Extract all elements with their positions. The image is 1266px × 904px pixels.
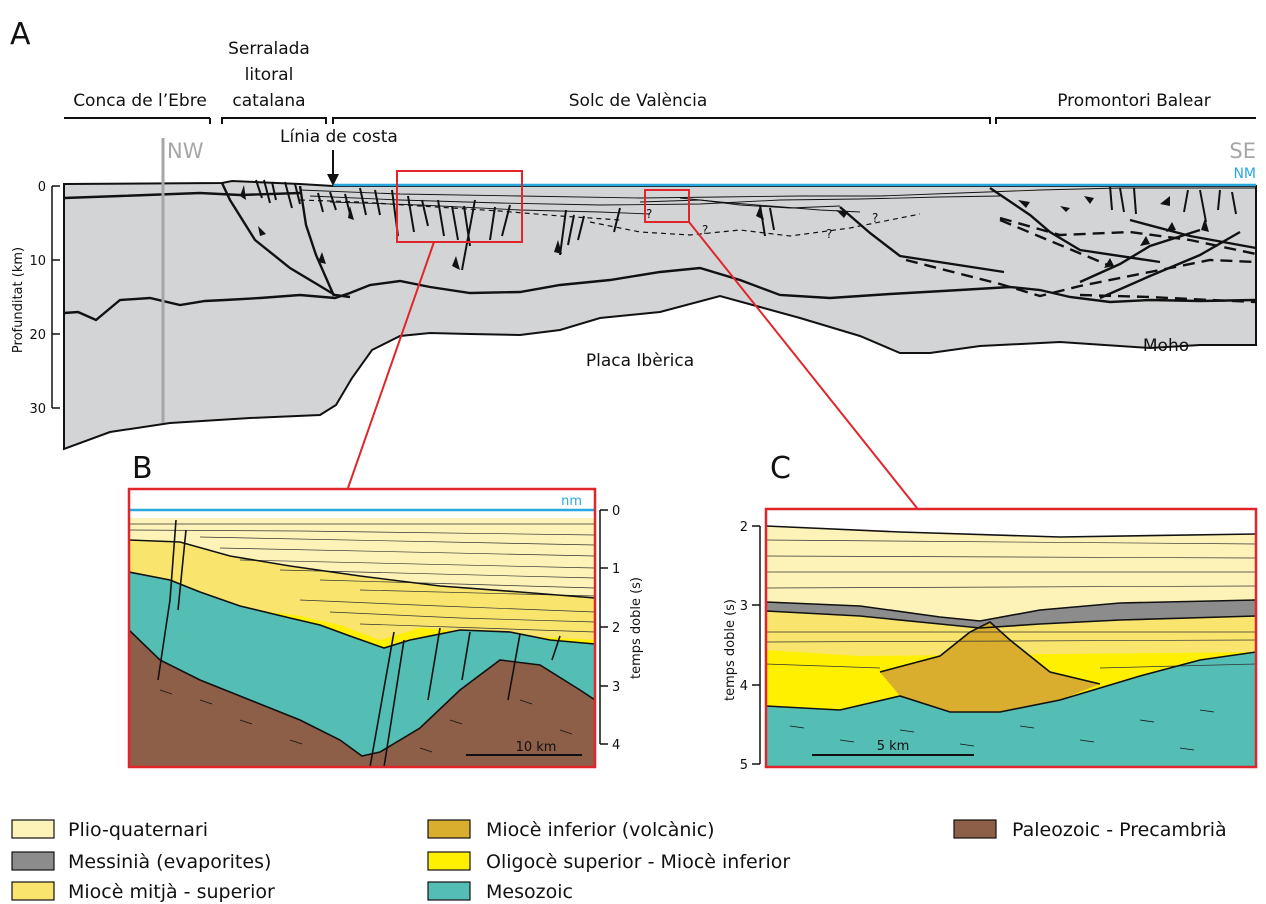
a-tick-10: 10 [29, 254, 46, 269]
sediment-layers [299, 187, 1256, 215]
panel-c-letter: C [770, 451, 791, 486]
a-tick-20: 20 [29, 328, 46, 343]
panel-c-section: 5 km [764, 507, 1258, 769]
c-tick-2: 2 [740, 520, 748, 535]
c-tick-4: 4 [740, 679, 748, 694]
mid-crust-line [63, 266, 1257, 322]
fault-arrows [240, 185, 1209, 270]
legend-swatch-volcanic [427, 819, 471, 839]
region-label-conca-ebre: Conca de l’Ebre [73, 91, 207, 111]
legend-label-mesozoic: Mesozoic [486, 881, 573, 903]
question-mark-1: ? [702, 223, 708, 237]
connector-c [688, 221, 918, 509]
panel-c-frame [764, 507, 1258, 769]
question-marks: ? ? ? ? [646, 207, 878, 241]
legend-swatch-messinia [11, 851, 55, 871]
panel-a-y-axis: 0 10 20 30 Profunditat (km) [11, 180, 60, 417]
minor-faults [255, 179, 1237, 271]
b-paleozoic [129, 630, 595, 767]
placa-iberica-label: Placa Ibèrica [586, 351, 694, 371]
a-tick-30: 30 [29, 402, 46, 417]
legend-label-volcanic: Miocè inferior (volcànic) [486, 819, 715, 841]
region-brackets [64, 117, 1256, 124]
fault-serralada-east [298, 185, 336, 297]
b-tick-2: 2 [612, 621, 620, 636]
crust-body [63, 179, 1257, 451]
question-mark-2: ? [826, 227, 832, 241]
legend-label-oligoce: Oligocè superior - Miocè inferior [486, 851, 790, 873]
legend-swatch-paleozoic [953, 819, 997, 839]
b-tick-0: 0 [612, 504, 620, 519]
bracket-solc [332, 117, 991, 124]
c-mesozoic [766, 652, 1256, 767]
legend-swatch-plio [11, 819, 55, 839]
fault-promontori-4 [1079, 228, 1201, 284]
legend-swatch-mioce-mitja [11, 881, 55, 901]
connector-b [347, 241, 435, 489]
fault-promontori-1 [989, 187, 1161, 264]
b-tick-3: 3 [612, 680, 620, 695]
panel-b-y-axis: 0 1 2 3 4 temps doble (s) [599, 504, 644, 753]
legend-swatch-oligoce [427, 851, 471, 871]
region-label-promontori-balear: Promontori Balear [1057, 91, 1211, 111]
se-label: SE [1229, 139, 1256, 163]
fault-solc-1 [839, 206, 1005, 274]
fault-promontori-3 [1099, 230, 1241, 300]
c-scale-label: 5 km [877, 739, 910, 754]
bracket-serralada [221, 117, 327, 124]
region-label-serralada-2: litoral [245, 65, 294, 85]
legend-label-paleozoic: Paleozoic - Precambrià [1012, 819, 1227, 841]
panel-c-y-axis: 2 3 4 5 temps doble (s) [723, 520, 761, 773]
region-label-serralada-1: Serralada [228, 39, 310, 59]
c-tick-3: 3 [740, 599, 748, 614]
moho-label: Moho [1143, 336, 1189, 356]
coastline-arrow-head [327, 174, 339, 186]
panel-b-frame [127, 487, 597, 769]
dashed-horizons [299, 199, 921, 237]
coastline-label: Línia de costa [280, 127, 398, 147]
legend-label-messinia: Messinià (evaporites) [68, 851, 271, 873]
b-scale-label: 10 km [516, 740, 557, 755]
legend: Plio-quaternari Messinià (evaporites) Mi… [11, 819, 1227, 903]
c-tick-5: 5 [740, 758, 748, 773]
b-tick-4: 4 [612, 738, 620, 753]
main-faults [220, 182, 1257, 300]
legend-swatch-mesozoic [427, 881, 471, 901]
question-mark-3: ? [872, 211, 878, 225]
dashed-faults [905, 216, 1257, 304]
c-volcanic [880, 622, 1100, 712]
question-mark-4: ? [646, 207, 652, 221]
zoom-box-c [644, 189, 690, 223]
region-label-serralada-3: catalana [232, 91, 305, 111]
a-tick-0: 0 [38, 180, 46, 195]
fault-serralada-west [220, 182, 351, 299]
c-ylabel: temps doble (s) [723, 599, 738, 701]
nw-label: NW [167, 139, 204, 163]
nm-label: NM [1233, 166, 1256, 182]
region-label-solc-valencia: Solc de València [569, 91, 708, 111]
zoom-box-b [396, 170, 523, 243]
legend-label-plio: Plio-quaternari [68, 819, 208, 841]
panel-b-section: nm 10 km [127, 487, 597, 769]
legend-label-mioce-mitja: Miocè mitjà - superior [68, 881, 275, 903]
fault-promontori-2 [1129, 218, 1257, 250]
b-nm-label: nm [561, 494, 582, 509]
b-ylabel: temps doble (s) [629, 577, 644, 679]
panel-a-letter: A [10, 17, 31, 52]
b-tick-1: 1 [612, 562, 620, 577]
a-ylabel: Profunditat (km) [11, 247, 26, 353]
panel-b-letter: B [132, 451, 153, 486]
bracket-conca [64, 117, 211, 124]
bracket-promontori [995, 117, 1256, 124]
